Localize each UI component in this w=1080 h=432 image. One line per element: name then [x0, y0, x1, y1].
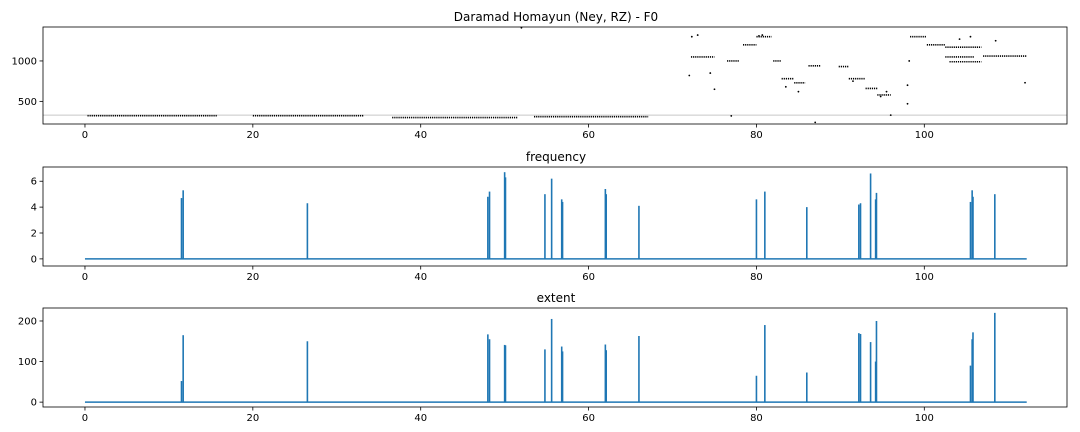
f0-point [713, 88, 716, 91]
y-tick-label: 500 [18, 97, 37, 108]
f0-point [758, 34, 760, 37]
y-tick-label: 100 [18, 357, 37, 368]
y-tick-label: 0 [31, 398, 37, 409]
extent-panel: extent 0 20 40 60 80 100 0 100 200 [18, 291, 1068, 424]
frequency-panel-title: frequency [526, 150, 586, 164]
x-tick-label: 0 [82, 130, 88, 141]
x-tick-label: 20 [246, 130, 259, 141]
f0-point [852, 80, 854, 83]
f0-point [994, 39, 997, 42]
x-tick-label: 20 [246, 413, 259, 424]
x-tick-label: 60 [582, 413, 595, 424]
f0-point [761, 34, 764, 36]
f0-point [889, 114, 892, 117]
x-tick-label: 20 [246, 272, 259, 283]
x-tick-label: 80 [750, 272, 763, 283]
y-tick-label: 1000 [12, 56, 37, 67]
f0-panel-title: Daramad Homayun (Ney, RZ) - F0 [454, 10, 658, 24]
y-tick-label: 200 [18, 316, 37, 327]
x-tick-label: 40 [414, 130, 427, 141]
f0-point [1024, 81, 1026, 84]
f0-point [879, 95, 882, 98]
axes-frame [42, 166, 1068, 267]
f0-point [730, 115, 733, 117]
f0-point [690, 35, 693, 38]
y-tick-label: 0 [31, 254, 37, 265]
f0-point [797, 90, 800, 93]
x-tick-label: 0 [82, 413, 88, 424]
f0-point [688, 74, 691, 77]
f0-point [784, 85, 787, 88]
f0-point [885, 90, 888, 93]
f0-point [969, 35, 972, 38]
f0-point [696, 34, 699, 36]
x-tick-label: 40 [414, 413, 427, 424]
x-tick-label: 60 [582, 272, 595, 283]
f0-point [709, 72, 712, 74]
f0-panel: Daramad Homayun (Ney, RZ) - F0 0 20 40 60 80… [12, 10, 1068, 141]
x-tick-label: 100 [915, 413, 934, 424]
f0-point [906, 84, 909, 87]
x-tick-label: 40 [414, 272, 427, 283]
axes-frame [42, 307, 1068, 408]
f0-point [958, 38, 961, 41]
f0-point [814, 121, 817, 124]
axes-frame [42, 26, 1068, 125]
x-tick-label: 80 [750, 413, 763, 424]
y-tick-label: 6 [31, 177, 37, 188]
frequency-panel: frequency 0 20 40 60 80 100 0 2 4 6 [31, 150, 1068, 283]
extent-panel-title: extent [537, 291, 576, 305]
f0-point [908, 60, 911, 62]
x-tick-label: 80 [750, 130, 763, 141]
x-tick-label: 60 [582, 130, 595, 141]
f0-point [906, 102, 909, 105]
x-tick-label: 100 [915, 130, 934, 141]
y-tick-label: 2 [31, 229, 37, 240]
y-tick-label: 4 [31, 203, 37, 214]
x-tick-label: 100 [915, 272, 934, 283]
x-tick-label: 0 [82, 272, 88, 283]
